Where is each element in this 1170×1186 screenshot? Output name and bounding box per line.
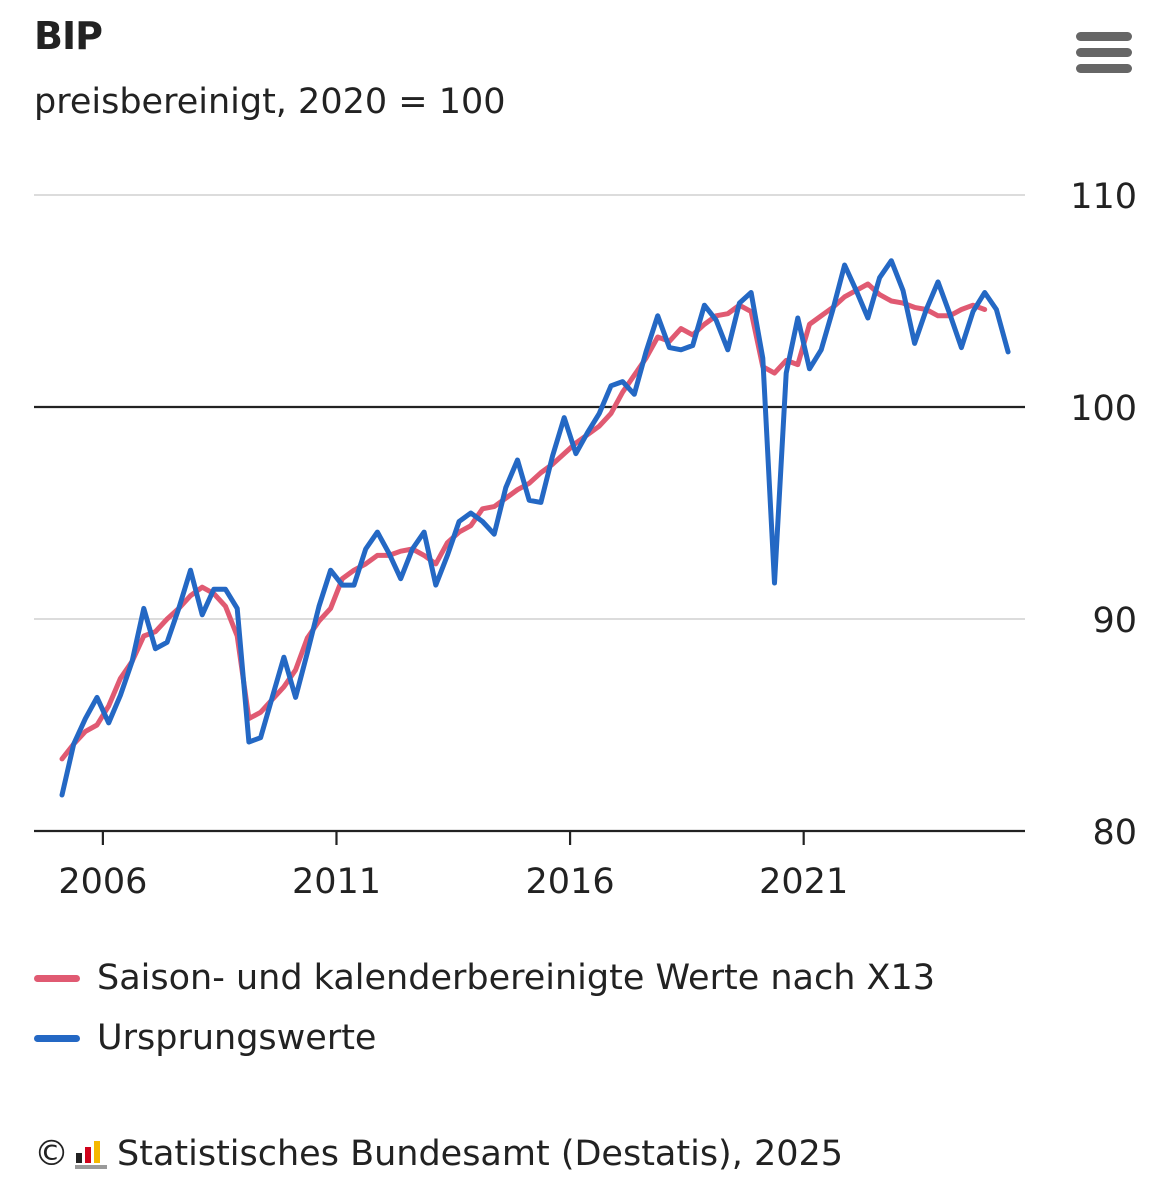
legend-label-original: Ursprungswerte bbox=[97, 1018, 377, 1058]
legend-item-x13[interactable]: Saison- und kalenderbereinigte Werte nac… bbox=[34, 948, 935, 1008]
copyright-sign: © bbox=[34, 1134, 69, 1174]
credits[interactable]: © Statistisches Bundesamt (Destatis), 20… bbox=[34, 1134, 843, 1174]
series-line-x13 bbox=[59, 281, 988, 762]
legend-label-x13: Saison- und kalenderbereinigte Werte nac… bbox=[97, 958, 936, 998]
credits-text: Statistisches Bundesamt (Destatis), 2025 bbox=[117, 1134, 844, 1174]
series-lines bbox=[59, 258, 1011, 798]
chart-subtitle: preisbereinigt, 2020 = 100 bbox=[34, 82, 506, 122]
legend-item-original[interactable]: Ursprungswerte bbox=[34, 1008, 935, 1068]
grid-lines bbox=[34, 194, 1025, 620]
x-tick-label: 2006 bbox=[58, 862, 147, 902]
legend-swatch-x13 bbox=[34, 974, 80, 982]
legend-swatch-original bbox=[34, 1034, 80, 1042]
x-axis: 2006 2011 2016 2021 bbox=[34, 829, 1025, 902]
x-tick-label: 2016 bbox=[526, 862, 615, 902]
y-tick-label: 90 bbox=[1092, 601, 1137, 641]
menu-bar bbox=[1076, 32, 1132, 41]
menu-bar bbox=[1076, 64, 1132, 73]
chart-title: BIP bbox=[34, 14, 103, 58]
legend: Saison- und kalenderbereinigte Werte nac… bbox=[34, 948, 935, 1068]
y-tick-label: 80 bbox=[1092, 813, 1137, 853]
menu-bar bbox=[1076, 48, 1132, 57]
hamburger-menu-icon[interactable] bbox=[1076, 32, 1132, 76]
series-line-original bbox=[59, 258, 1011, 798]
x-tick-label: 2011 bbox=[292, 862, 381, 902]
line-chart: 80 90 100 110 2006 2011 2016 2021 bbox=[34, 177, 1137, 902]
x-tick-label: 2021 bbox=[759, 862, 848, 902]
y-axis-ticks: 80 90 100 110 bbox=[1070, 177, 1137, 853]
y-tick-label: 110 bbox=[1070, 177, 1137, 217]
destatis-logo-icon bbox=[75, 1139, 107, 1169]
y-tick-label: 100 bbox=[1070, 389, 1137, 429]
